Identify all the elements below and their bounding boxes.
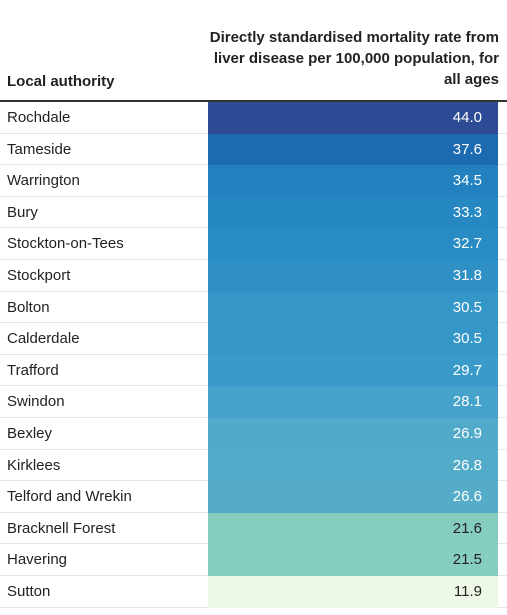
value-label: 11.9	[453, 582, 482, 600]
table-row: Tameside 37.6	[0, 133, 507, 166]
value-label: 28.1	[452, 393, 482, 411]
value-cell: 44.0	[208, 102, 498, 134]
value-label: 26.6	[452, 488, 482, 506]
table-row: Telford and Wrekin 26.6	[0, 481, 507, 513]
value-cell: 29.7	[208, 354, 498, 387]
value-label: 30.5	[452, 330, 482, 348]
row-label: Bury	[7, 203, 38, 221]
column-header-mortality-rate: Directly standardised mortality rate fro…	[209, 29, 499, 88]
row-label: Stockton-on-Tees	[7, 235, 124, 253]
table-row: Kirklees 26.8	[0, 449, 507, 482]
value-label: 30.5	[452, 298, 482, 316]
table-row: Bracknell Forest 21.6	[0, 512, 507, 545]
value-label: 37.6	[452, 140, 482, 158]
row-label: Bolton	[7, 298, 50, 316]
value-cell: 30.5	[208, 323, 498, 355]
table-row: Warrington 34.5	[0, 165, 507, 197]
row-label: Swindon	[7, 393, 65, 411]
value-label: 26.9	[452, 424, 482, 442]
row-label: Rochdale	[7, 109, 71, 126]
table-row: Trafford 29.7	[0, 354, 507, 387]
value-cell: 28.1	[208, 386, 498, 418]
value-cell: 31.8	[208, 259, 498, 292]
value-label: 33.3	[452, 203, 482, 221]
value-label: 44.0	[452, 109, 482, 126]
table-row: Rochdale 44.0	[0, 102, 507, 134]
value-cell: 21.6	[208, 512, 498, 545]
value-label: 21.6	[452, 519, 482, 537]
value-label: 26.8	[452, 456, 482, 474]
value-cell: 30.5	[208, 291, 498, 324]
row-label: Calderdale	[7, 330, 80, 348]
value-cell: 32.7	[208, 228, 498, 260]
table-row: Swindon 28.1	[0, 386, 507, 418]
row-label: Trafford	[7, 361, 59, 379]
value-label: 29.7	[452, 361, 482, 379]
table-body: Rochdale 44.0 Tameside 37.6 Warrington 34.5 Bu…	[0, 102, 507, 608]
value-label: 34.5	[452, 172, 482, 190]
value-cell: 26.6	[208, 481, 498, 513]
value-cell: 37.6	[208, 133, 498, 166]
value-cell: 26.8	[208, 449, 498, 482]
table-row: Havering 21.5	[0, 544, 507, 576]
value-cell: 26.9	[208, 417, 498, 450]
table-row: Stockton-on-Tees 32.7	[0, 228, 507, 260]
row-label: Bexley	[7, 424, 53, 442]
row-label: Tameside	[7, 140, 72, 158]
table-row: Calderdale 30.5	[0, 323, 507, 355]
row-label: Havering	[7, 551, 68, 569]
value-cell: 34.5	[208, 165, 498, 197]
row-label: Kirklees	[7, 456, 61, 474]
value-cell: 33.3	[208, 196, 498, 229]
row-label: Telford and Wrekin	[7, 488, 132, 506]
table-row: Bolton 30.5	[0, 291, 507, 324]
table-row: Bury 33.3	[0, 196, 507, 229]
table-row: Bexley 26.9	[0, 417, 507, 450]
row-label: Sutton	[7, 582, 51, 600]
value-cell: 21.5	[208, 544, 498, 576]
value-label: 21.5	[452, 551, 482, 569]
table-row: Stockport 31.8	[0, 259, 507, 292]
row-label: Warrington	[7, 172, 80, 190]
table-row: Sutton 11.9	[0, 575, 507, 608]
value-cell: 11.9	[208, 575, 498, 608]
column-header-local-authority: Local authority	[7, 73, 115, 90]
row-label: Stockport	[7, 266, 71, 284]
value-label: 31.8	[452, 266, 482, 284]
row-label: Bracknell Forest	[7, 519, 116, 537]
table-header: Local authority Directly standardised mo…	[0, 0, 507, 102]
value-label: 32.7	[452, 235, 482, 253]
